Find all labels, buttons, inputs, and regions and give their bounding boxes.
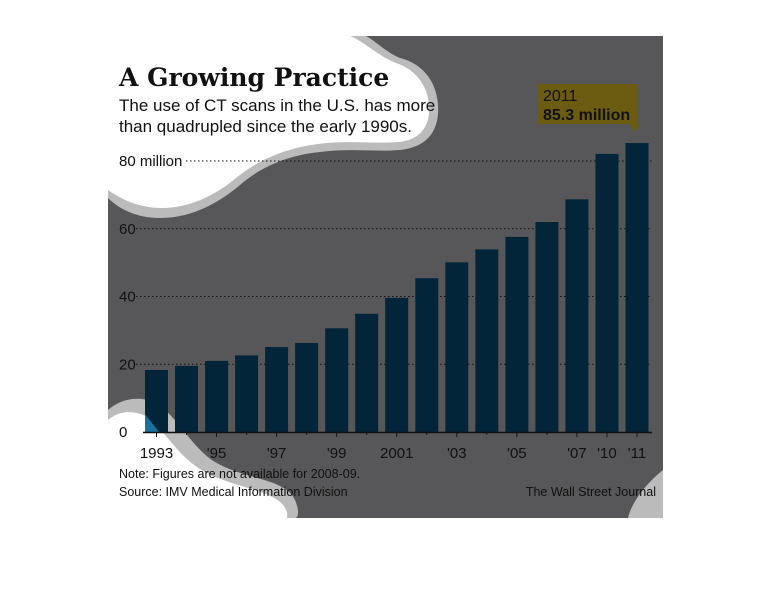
x-tick-labels: 1993 '95 '97 '99 2001 '03 '05 '07 '10 '11 <box>140 432 646 462</box>
bar-highlight <box>145 414 159 432</box>
callout-year: 2011 <box>543 88 578 105</box>
x-tick-label: 2001 <box>380 445 413 462</box>
y-tick-label: 40 <box>119 289 136 306</box>
y-tick-label: 0 <box>119 424 127 441</box>
x-tick-label: '97 <box>267 445 287 462</box>
bar-2001 <box>385 297 409 432</box>
gridlines <box>136 160 652 365</box>
source-text: Source: IMV Medical Information Division <box>119 485 348 499</box>
bar-1993 <box>145 370 168 432</box>
x-tick-label: '99 <box>327 445 347 462</box>
chart-title: A Growing Practice <box>118 63 389 92</box>
bar-1995 <box>205 360 229 432</box>
bar-2003 <box>445 262 469 432</box>
y-tick-label: 80 million <box>119 153 182 170</box>
y-tick-label: 60 <box>119 221 136 238</box>
bar-1996 <box>235 355 259 432</box>
bar-2011 <box>625 143 649 432</box>
callout-box <box>537 84 639 132</box>
bar-1997 <box>265 347 289 432</box>
bar-2005 <box>505 236 529 432</box>
bar-2002 <box>415 278 439 432</box>
bar-1999 <box>325 328 349 432</box>
x-tick-label: '95 <box>207 445 227 462</box>
bar-1994 <box>175 365 198 432</box>
x-tick-label: '11 <box>628 445 646 462</box>
y-tick-labels: 0 20 40 60 80 million <box>119 153 182 441</box>
callout-value: 85.3 million <box>543 107 630 124</box>
blob-bottom-left <box>108 412 288 518</box>
bar-2007 <box>565 199 589 432</box>
bars <box>145 143 649 432</box>
blob-top-left <box>108 36 430 208</box>
chart-subtitle-line-1: The use of CT scans in the U.S. has more <box>119 96 435 115</box>
x-tick-label: 1993 <box>140 445 173 462</box>
credit-text: The Wall Street Journal <box>526 485 656 499</box>
bar-1998 <box>295 342 319 432</box>
x-tick-label: '07 <box>567 445 587 462</box>
x-tick-label: '03 <box>447 445 467 462</box>
bar-2004 <box>475 249 499 432</box>
bar-2000 <box>355 313 379 432</box>
note-text: Note: Figures are not available for 2008… <box>119 467 360 481</box>
chart-subtitle-line-2: than quadrupled since the early 1990s. <box>119 117 412 136</box>
bar-2010 <box>595 153 619 432</box>
callout: 2011 85.3 million <box>537 84 639 132</box>
x-tick-label: '10 <box>597 445 617 462</box>
x-tick-label: '05 <box>507 445 527 462</box>
bar-2006 <box>535 222 559 432</box>
y-tick-label: 20 <box>119 356 136 373</box>
blob-bottom-right <box>628 470 663 518</box>
